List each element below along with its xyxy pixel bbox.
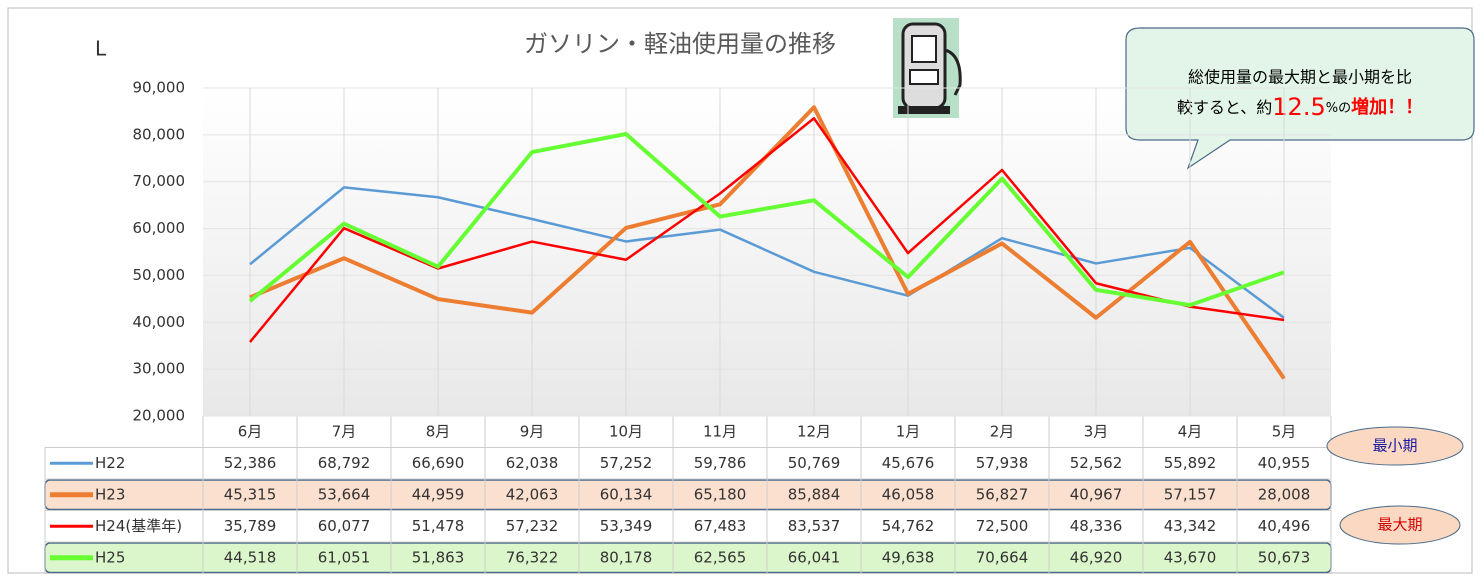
callout-text: %の xyxy=(1326,101,1351,116)
table-value: 52,562 xyxy=(1070,454,1123,472)
x-tick-label: 12月 xyxy=(797,422,831,440)
table-value: 85,884 xyxy=(788,485,841,503)
table-value: 62,038 xyxy=(506,454,559,472)
y-tick-label: 90,000 xyxy=(133,79,186,97)
table-value: 65,180 xyxy=(694,485,747,503)
callout-number: 12.5 xyxy=(1272,93,1325,121)
x-tick-label: 9月 xyxy=(520,422,545,440)
table-value: 44,518 xyxy=(224,548,277,566)
table-value: 28,008 xyxy=(1258,485,1311,503)
table-value: 76,322 xyxy=(506,548,559,566)
legend-label: H22 xyxy=(95,454,125,472)
table-value: 53,349 xyxy=(600,517,653,535)
table-value: 40,496 xyxy=(1258,517,1311,535)
legend-label: H23 xyxy=(95,485,125,503)
x-tick-label: 4月 xyxy=(1178,422,1203,440)
y-tick-label: 80,000 xyxy=(133,125,186,143)
table-value: 50,673 xyxy=(1258,548,1311,566)
table-value: 50,769 xyxy=(788,454,841,472)
table-value: 42,063 xyxy=(506,485,559,503)
table-value: 67,483 xyxy=(694,517,747,535)
table-value: 55,892 xyxy=(1164,454,1217,472)
table-value: 62,565 xyxy=(694,548,747,566)
table-value: 40,967 xyxy=(1070,485,1123,503)
table-value: 70,664 xyxy=(976,548,1029,566)
legend-label: H24(基準年) xyxy=(95,517,182,535)
table-value: 80,178 xyxy=(600,548,653,566)
x-tick-label: 10月 xyxy=(609,422,643,440)
x-tick-label: 5月 xyxy=(1272,422,1297,440)
table-value: 59,786 xyxy=(694,454,747,472)
table-value: 53,664 xyxy=(318,485,371,503)
table-value: 57,252 xyxy=(600,454,653,472)
icon-base xyxy=(898,106,950,114)
gas-icon xyxy=(893,18,960,118)
y-tick-label: 20,000 xyxy=(133,407,186,425)
table-value: 57,938 xyxy=(976,454,1029,472)
legend-label: H25 xyxy=(95,548,125,566)
icon-screen xyxy=(912,36,936,62)
table-value: 45,315 xyxy=(224,485,277,503)
y-tick-label: 50,000 xyxy=(133,266,186,284)
max-label: 最大期 xyxy=(1377,516,1422,534)
table-value: 57,157 xyxy=(1164,485,1217,503)
table-value: 45,676 xyxy=(882,454,935,472)
x-tick-label: 6月 xyxy=(238,422,263,440)
table-value: 72,500 xyxy=(976,517,1029,535)
table-value: 68,792 xyxy=(318,454,371,472)
table-value: 57,232 xyxy=(506,517,559,535)
table-value: 43,670 xyxy=(1164,548,1217,566)
y-tick-label: 40,000 xyxy=(133,313,186,331)
table-value: 51,863 xyxy=(412,548,465,566)
chart: ガソリン・軽油使用量の推移 L 総使用量の最大期と最小期を比 較すると、約12.… xyxy=(0,0,1480,579)
x-tick-label: 11月 xyxy=(703,422,737,440)
callout-text: 較すると、約 xyxy=(1177,98,1272,117)
table-value: 35,789 xyxy=(224,517,277,535)
x-tick-label: 2月 xyxy=(990,422,1015,440)
callout-emphasis: 増加！！ xyxy=(1351,96,1423,118)
table-value: 83,537 xyxy=(788,517,841,535)
table-value: 56,827 xyxy=(976,485,1029,503)
table-value: 66,041 xyxy=(788,548,841,566)
x-tick-label: 1月 xyxy=(896,422,921,440)
icon-label xyxy=(910,70,938,84)
table-value: 46,920 xyxy=(1070,548,1123,566)
table-value: 51,478 xyxy=(412,517,465,535)
table-value: 40,955 xyxy=(1258,454,1311,472)
min-label: 最小期 xyxy=(1372,437,1417,455)
table-value: 43,342 xyxy=(1164,517,1217,535)
callout-line: 総使用量の最大期と最小期を比 xyxy=(1188,68,1412,87)
x-tick-label: 3月 xyxy=(1084,422,1109,440)
table-value: 49,638 xyxy=(882,548,935,566)
table-value: 46,058 xyxy=(882,485,935,503)
table-value: 66,690 xyxy=(412,454,465,472)
x-tick-label: 7月 xyxy=(332,422,357,440)
table-value: 60,134 xyxy=(600,485,653,503)
table-value: 48,336 xyxy=(1070,517,1123,535)
table-value: 54,762 xyxy=(882,517,935,535)
y-tick-label: 30,000 xyxy=(133,360,186,378)
table-value: 44,959 xyxy=(412,485,465,503)
y-tick-label: 60,000 xyxy=(133,219,186,237)
y-axis-label: L xyxy=(95,37,107,61)
table-value: 52,386 xyxy=(224,454,277,472)
x-tick-label: 8月 xyxy=(426,422,451,440)
table-value: 61,051 xyxy=(318,548,371,566)
y-tick-label: 70,000 xyxy=(133,172,186,190)
chart-title: ガソリン・軽油使用量の推移 xyxy=(524,30,836,58)
table-value: 60,077 xyxy=(318,517,371,535)
